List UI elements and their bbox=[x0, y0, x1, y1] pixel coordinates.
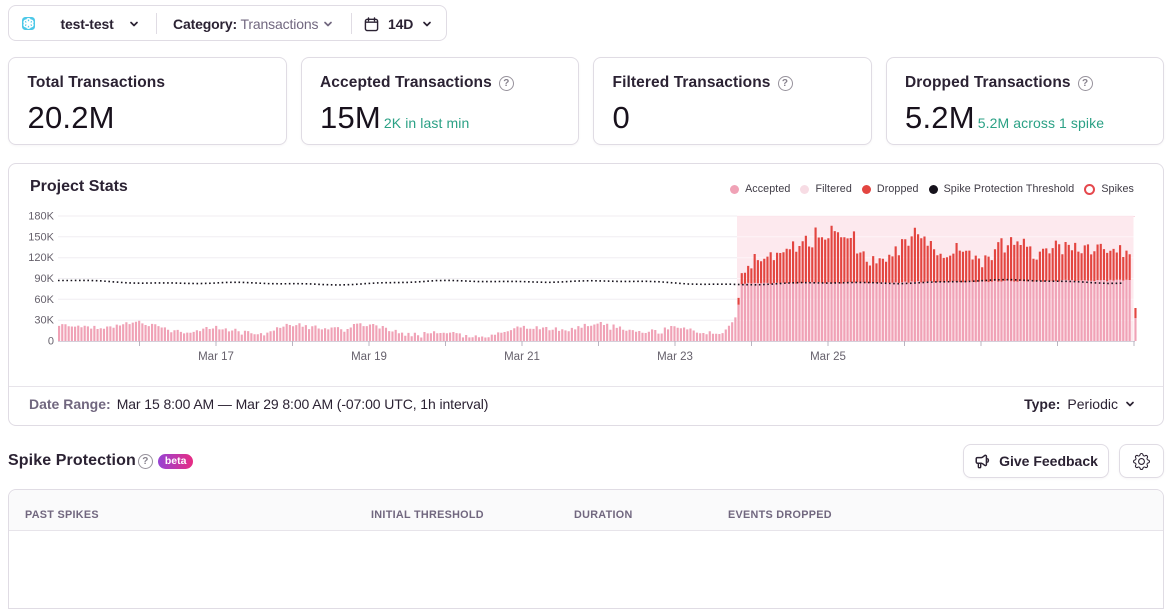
svg-text:150K: 150K bbox=[28, 231, 54, 243]
svg-text:Mar 17: Mar 17 bbox=[198, 351, 234, 363]
svg-text:30K: 30K bbox=[34, 315, 54, 327]
svg-text:Mar 25: Mar 25 bbox=[810, 351, 846, 363]
svg-text:90K: 90K bbox=[34, 273, 54, 285]
svg-text:Mar 19: Mar 19 bbox=[351, 351, 387, 363]
svg-text:0: 0 bbox=[48, 336, 54, 348]
svg-text:Mar 21: Mar 21 bbox=[504, 351, 540, 363]
svg-text:120K: 120K bbox=[28, 252, 54, 264]
svg-text:Mar 23: Mar 23 bbox=[657, 351, 693, 363]
svg-text:60K: 60K bbox=[34, 294, 54, 306]
svg-text:180K: 180K bbox=[28, 211, 54, 223]
